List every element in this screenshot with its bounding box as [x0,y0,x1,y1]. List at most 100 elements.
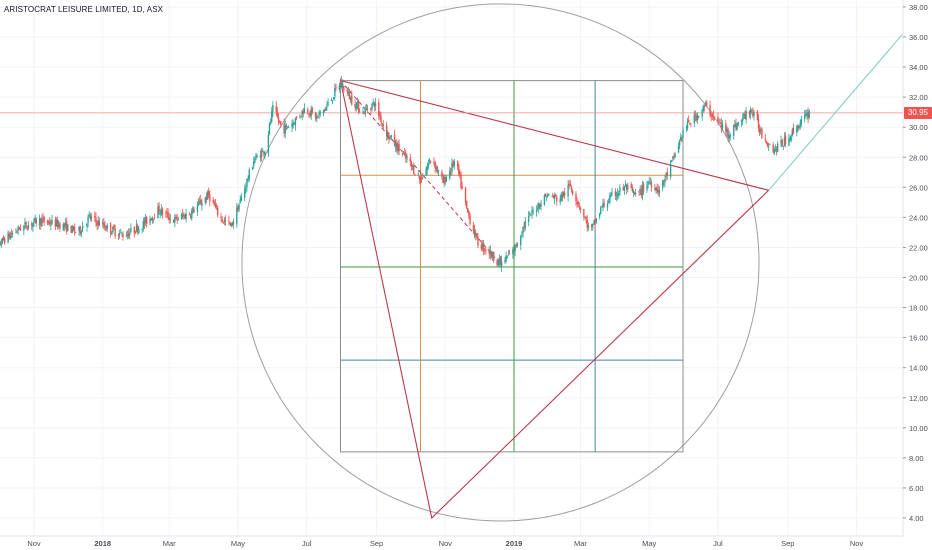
candle-body [718,121,720,123]
candle-body [532,210,534,212]
candle-body [204,197,206,203]
candle-body [664,179,666,183]
candle-body [591,224,593,228]
triangle-drawing[interactable] [339,79,770,520]
time-axis[interactable]: Nov 2018 Mar May Jul Sep Nov 2019 Mar May Jul Sep No… [0,535,903,550]
candle-body [619,187,621,193]
candle-body [614,191,617,196]
candle-body [745,111,747,121]
candle-body [709,105,711,116]
candle-body [309,113,311,115]
candle-body [729,135,732,137]
candle-body [40,218,42,226]
candle-body [564,192,566,195]
candle-body [335,86,337,89]
candle-body [465,200,468,209]
candle-body [780,140,782,144]
candle-body [428,160,431,162]
candle-body [570,186,573,191]
candle-body [806,112,808,115]
candle-body [790,136,792,141]
candle-body [105,229,107,231]
candle-body [551,195,554,197]
candle-body [696,114,699,120]
candle-body [363,112,365,115]
candle-body [808,111,810,118]
candle-body [610,193,612,197]
candle-body [260,151,263,157]
candle-body [74,231,77,233]
candle-body [389,136,391,139]
candle-body [354,104,356,108]
candle-body [129,232,131,236]
circle-drawing[interactable] [241,3,760,522]
candle-body [134,230,137,233]
candle-body [118,232,121,235]
candle-body [402,153,405,155]
candle-body [627,185,629,190]
price-axis-background [903,0,932,550]
candle-body [191,210,193,219]
gann-box[interactable] [339,80,684,453]
candle-body [49,220,51,225]
candle-body [295,116,298,118]
candle-body [743,114,745,118]
candle-body [703,106,706,107]
candle-body [291,123,293,128]
candle-body [583,209,585,217]
candle-body [82,226,85,228]
candle-body [212,199,214,203]
drawing-tools-layer[interactable] [0,3,903,522]
symbol-title[interactable]: ARISTOCRAT LEISURE LIMITED, 1D, ASX [4,5,164,14]
candle-body [687,119,690,123]
candle-body [310,109,312,117]
candle-body [371,103,373,109]
candle-body [548,194,550,196]
price-tick-label: 32.00 [909,93,928,102]
price-axis[interactable]: 4.00 6.00 8.00 10.00 12.00 14.00 16.00 18.00 20.… [902,0,932,550]
candle-body [176,216,178,220]
candle-body [316,116,318,119]
candle-body [782,146,784,148]
candle-body [398,143,400,152]
candle-body [59,223,61,229]
candle-body [425,169,427,176]
candle-body [38,218,41,226]
candle-body [585,216,587,220]
candle-body [434,161,436,169]
candle-body [153,217,156,219]
drawing-tools-overlay[interactable] [768,23,913,191]
candle-body [685,127,688,129]
candle-body [521,234,523,235]
candle-body [254,159,256,164]
candle-body [2,237,5,240]
candle-body [64,223,67,226]
price-tick-label: 28.00 [909,153,928,162]
candle-body [125,236,128,238]
candle-body [104,225,106,229]
price-tick-label: 4.00 [909,514,924,523]
candle-body [374,102,377,107]
candle-body [348,92,351,100]
dashed-trend-line[interactable] [340,80,501,265]
candle-body [343,86,345,91]
time-tick-label: Nov [27,539,41,548]
candle-body [405,153,407,159]
time-tick-label: Jul [302,539,312,548]
candle-body [737,121,739,126]
candle-body [192,207,194,213]
candle-body [366,108,369,110]
candle-body [317,115,319,117]
rising-trend-line[interactable] [768,23,913,191]
candle-body [422,177,424,179]
candle-body [196,205,199,212]
candle-body [169,218,172,220]
candle-body [301,110,303,116]
price-tick-label: 36.00 [909,33,928,42]
price-tick-label: 10.00 [909,424,928,433]
candle-body [65,221,68,232]
candle-body [742,118,744,121]
candle-body [121,233,123,235]
candle-body [349,96,352,100]
